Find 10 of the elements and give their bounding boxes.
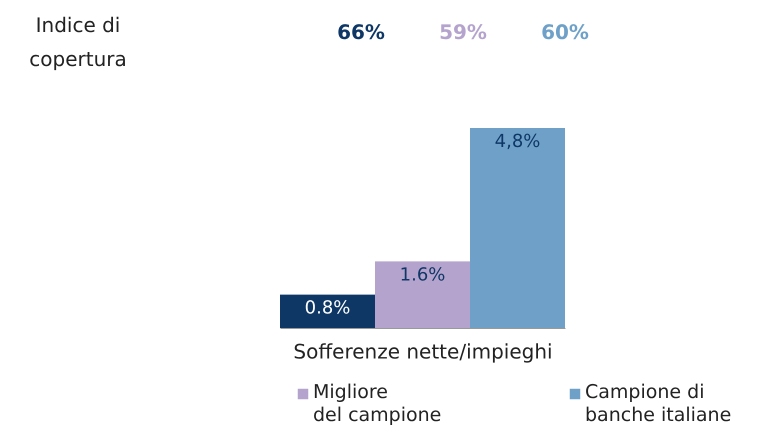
text: 66% bbox=[337, 20, 385, 44]
text: 60% bbox=[541, 20, 589, 44]
text: Indice di copertura bbox=[29, 13, 127, 71]
x-axis-title: Sofferenze nette/impieghi bbox=[293, 340, 553, 364]
data-label: 0.8% bbox=[304, 298, 350, 319]
data-label: 1.6% bbox=[400, 264, 446, 286]
text: 59% bbox=[439, 20, 487, 44]
legend-label: Migliore del campione bbox=[313, 381, 442, 426]
legend-label: Campione di banche italiane bbox=[585, 381, 732, 426]
data-label: 4,8% bbox=[494, 131, 540, 152]
